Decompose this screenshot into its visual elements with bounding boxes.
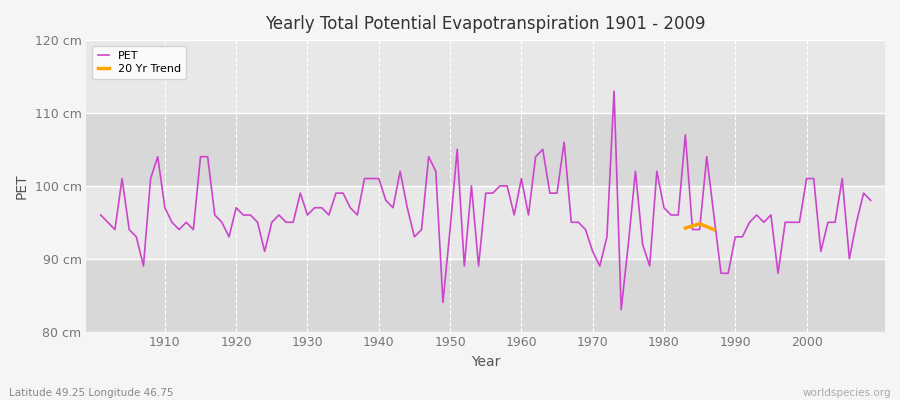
PET xyxy=(152,154,163,159)
Text: worldspecies.org: worldspecies.org xyxy=(803,388,891,398)
20 Yr Trend xyxy=(701,224,712,229)
Bar xyxy=(86,186,885,259)
Line: PET: PET xyxy=(101,91,870,310)
PET xyxy=(516,176,526,181)
Title: Yearly Total Potential Evapotranspiration 1901 - 2009: Yearly Total Potential Evapotranspiratio… xyxy=(266,15,706,33)
PET xyxy=(865,198,876,203)
PET xyxy=(310,205,320,210)
PET xyxy=(95,212,106,217)
20 Yr Trend xyxy=(687,224,698,228)
Text: Latitude 49.25 Longitude 46.75: Latitude 49.25 Longitude 46.75 xyxy=(9,388,174,398)
20 Yr Trend xyxy=(680,226,691,230)
X-axis label: Year: Year xyxy=(471,355,500,369)
PET xyxy=(601,234,612,239)
Bar xyxy=(86,113,885,186)
PET xyxy=(508,212,519,217)
Y-axis label: PET: PET xyxy=(15,173,29,199)
Bar xyxy=(86,40,885,113)
Legend: PET, 20 Yr Trend: PET, 20 Yr Trend xyxy=(92,46,186,79)
Bar xyxy=(86,259,885,332)
Line: 20 Yr Trend: 20 Yr Trend xyxy=(686,224,714,230)
PET xyxy=(352,212,363,217)
20 Yr Trend xyxy=(694,221,705,226)
20 Yr Trend xyxy=(708,227,719,232)
PET xyxy=(608,89,619,94)
PET xyxy=(616,307,626,312)
